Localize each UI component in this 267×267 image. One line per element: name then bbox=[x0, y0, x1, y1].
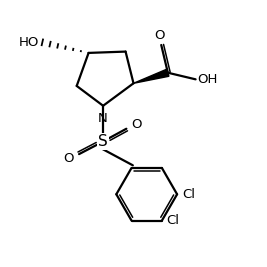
Text: O: O bbox=[155, 29, 165, 42]
Text: Cl: Cl bbox=[182, 188, 195, 201]
Text: O: O bbox=[63, 152, 74, 165]
Text: HO: HO bbox=[19, 36, 39, 49]
Polygon shape bbox=[134, 69, 169, 83]
Text: OH: OH bbox=[198, 73, 218, 86]
Text: Cl: Cl bbox=[167, 214, 180, 227]
Text: N: N bbox=[98, 112, 108, 125]
Text: S: S bbox=[98, 134, 108, 149]
Text: O: O bbox=[132, 118, 142, 131]
